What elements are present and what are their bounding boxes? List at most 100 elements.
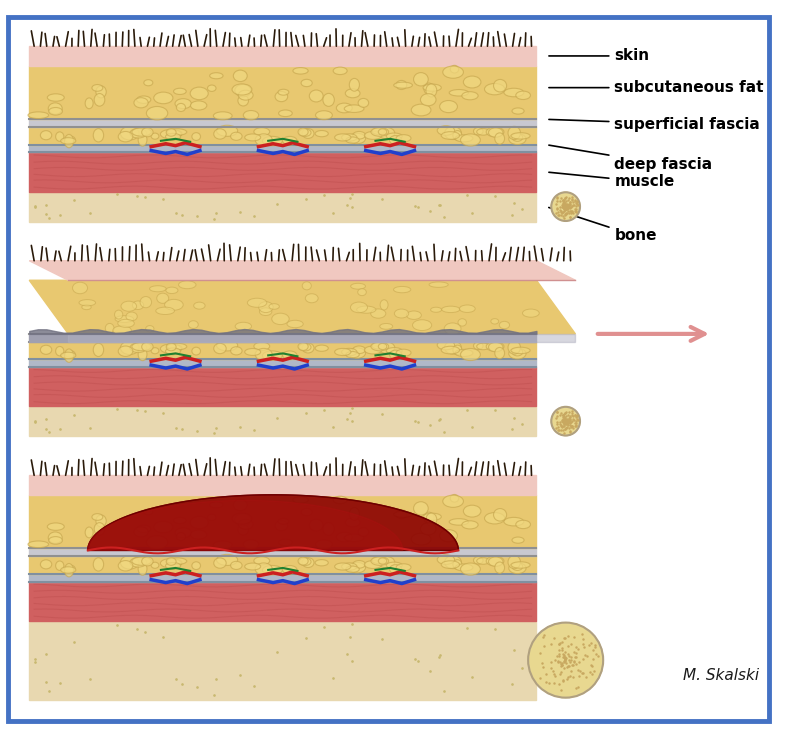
Ellipse shape bbox=[254, 556, 270, 565]
Text: deep fascia: deep fascia bbox=[549, 145, 712, 172]
Ellipse shape bbox=[345, 89, 360, 97]
Ellipse shape bbox=[494, 508, 506, 521]
Ellipse shape bbox=[119, 346, 133, 356]
Ellipse shape bbox=[189, 321, 198, 328]
Ellipse shape bbox=[167, 558, 187, 565]
Ellipse shape bbox=[299, 343, 311, 351]
Ellipse shape bbox=[455, 135, 473, 142]
Ellipse shape bbox=[150, 286, 166, 292]
Ellipse shape bbox=[337, 532, 352, 542]
Ellipse shape bbox=[93, 558, 103, 571]
Bar bbox=[29, 621, 537, 700]
Ellipse shape bbox=[60, 138, 76, 144]
Ellipse shape bbox=[394, 82, 412, 89]
Ellipse shape bbox=[378, 343, 387, 350]
Ellipse shape bbox=[455, 349, 473, 356]
Ellipse shape bbox=[60, 567, 76, 573]
Ellipse shape bbox=[166, 558, 176, 565]
Ellipse shape bbox=[380, 300, 388, 310]
Ellipse shape bbox=[445, 341, 462, 354]
Ellipse shape bbox=[238, 520, 253, 529]
Ellipse shape bbox=[238, 90, 253, 100]
Ellipse shape bbox=[461, 348, 480, 361]
Ellipse shape bbox=[146, 536, 168, 549]
Ellipse shape bbox=[134, 527, 148, 537]
Ellipse shape bbox=[167, 128, 187, 135]
Ellipse shape bbox=[93, 128, 103, 142]
Ellipse shape bbox=[233, 499, 248, 511]
Ellipse shape bbox=[49, 532, 62, 543]
Ellipse shape bbox=[461, 563, 480, 575]
Ellipse shape bbox=[512, 348, 523, 356]
Ellipse shape bbox=[426, 513, 437, 526]
Ellipse shape bbox=[93, 343, 103, 356]
Ellipse shape bbox=[495, 562, 505, 573]
Ellipse shape bbox=[248, 298, 267, 307]
Ellipse shape bbox=[160, 344, 181, 354]
Ellipse shape bbox=[477, 128, 490, 135]
Ellipse shape bbox=[429, 282, 448, 287]
Ellipse shape bbox=[235, 514, 251, 526]
Ellipse shape bbox=[377, 128, 395, 139]
Ellipse shape bbox=[396, 564, 411, 571]
Ellipse shape bbox=[344, 105, 364, 112]
Ellipse shape bbox=[142, 556, 153, 566]
Bar bbox=[29, 334, 537, 342]
Ellipse shape bbox=[412, 534, 431, 545]
Ellipse shape bbox=[302, 282, 311, 290]
Ellipse shape bbox=[244, 563, 260, 570]
Ellipse shape bbox=[151, 562, 159, 568]
Ellipse shape bbox=[334, 67, 347, 75]
Ellipse shape bbox=[105, 323, 114, 333]
Ellipse shape bbox=[310, 519, 323, 531]
Ellipse shape bbox=[341, 563, 357, 570]
Ellipse shape bbox=[372, 557, 384, 564]
Ellipse shape bbox=[254, 342, 270, 351]
Ellipse shape bbox=[192, 562, 201, 570]
Polygon shape bbox=[29, 280, 576, 334]
Text: subcutaneous fat: subcutaneous fat bbox=[549, 80, 764, 95]
Ellipse shape bbox=[139, 562, 147, 575]
Ellipse shape bbox=[167, 562, 178, 569]
Ellipse shape bbox=[462, 92, 478, 100]
Ellipse shape bbox=[41, 560, 52, 569]
Ellipse shape bbox=[334, 348, 351, 356]
Ellipse shape bbox=[377, 556, 395, 568]
Ellipse shape bbox=[298, 128, 308, 136]
Ellipse shape bbox=[420, 523, 436, 535]
Polygon shape bbox=[29, 261, 576, 280]
Ellipse shape bbox=[130, 343, 146, 353]
Ellipse shape bbox=[423, 83, 434, 94]
Ellipse shape bbox=[167, 133, 178, 140]
Ellipse shape bbox=[213, 112, 232, 120]
Ellipse shape bbox=[511, 562, 530, 568]
Ellipse shape bbox=[477, 558, 490, 565]
Ellipse shape bbox=[132, 128, 151, 137]
Ellipse shape bbox=[235, 323, 252, 331]
Ellipse shape bbox=[279, 539, 292, 545]
Ellipse shape bbox=[443, 495, 463, 507]
Ellipse shape bbox=[120, 126, 139, 140]
Ellipse shape bbox=[315, 111, 333, 120]
Ellipse shape bbox=[231, 347, 242, 355]
Ellipse shape bbox=[508, 341, 521, 354]
Ellipse shape bbox=[441, 561, 459, 568]
Ellipse shape bbox=[439, 100, 458, 113]
Ellipse shape bbox=[349, 508, 360, 520]
Ellipse shape bbox=[353, 131, 365, 139]
Ellipse shape bbox=[244, 111, 259, 120]
Ellipse shape bbox=[79, 300, 96, 306]
Ellipse shape bbox=[371, 128, 388, 137]
Ellipse shape bbox=[451, 494, 458, 502]
Ellipse shape bbox=[130, 557, 146, 567]
Ellipse shape bbox=[209, 502, 223, 508]
Ellipse shape bbox=[315, 345, 328, 351]
Ellipse shape bbox=[353, 346, 365, 354]
Ellipse shape bbox=[414, 502, 428, 515]
Ellipse shape bbox=[522, 309, 539, 317]
Ellipse shape bbox=[60, 352, 76, 359]
Ellipse shape bbox=[209, 73, 223, 79]
Ellipse shape bbox=[139, 134, 147, 146]
Ellipse shape bbox=[174, 517, 186, 523]
Ellipse shape bbox=[334, 134, 351, 141]
